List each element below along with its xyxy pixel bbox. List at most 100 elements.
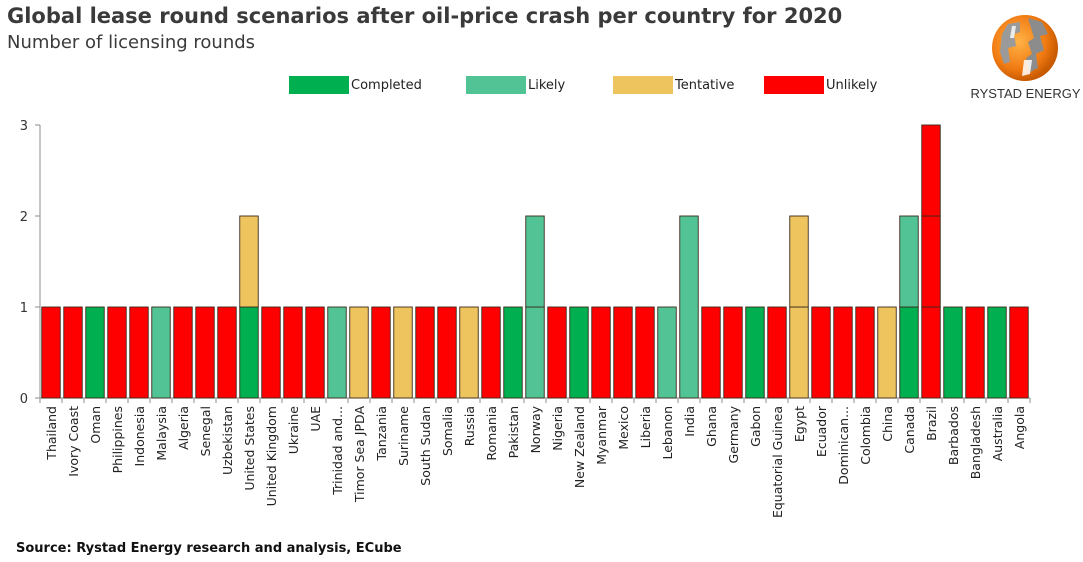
legend-swatch-unlikely [764, 76, 824, 94]
bar-segment-completed [569, 306, 589, 399]
bar-segment-tentative [877, 306, 897, 399]
x-category-label: Suriname [396, 406, 411, 466]
bar-segment-unlikely [921, 306, 941, 399]
bar-segment-completed [943, 306, 963, 399]
x-category-label: Trinidad and... [330, 406, 345, 496]
x-category-label: Nigeria [550, 406, 565, 451]
bar-segment-unlikely [173, 306, 193, 399]
x-category-label: Lebanon [660, 406, 675, 460]
bar-segment-unlikely [437, 306, 457, 399]
bar-segment-completed [239, 306, 259, 399]
bar-segment-unlikely [1009, 306, 1029, 399]
x-category-label: Brazil [924, 406, 939, 441]
bar-segment-likely [899, 215, 919, 308]
bar-segment-tentative [393, 306, 413, 399]
legend-label: Unlikely [826, 77, 878, 93]
bar-segment-unlikely [767, 306, 787, 399]
bar-segment-likely [525, 215, 545, 308]
bar-segment-unlikely [965, 306, 985, 399]
bar-segment-likely [657, 306, 677, 399]
legend-label: Completed [351, 77, 422, 93]
bar-segment-unlikely [415, 306, 435, 399]
x-category-label: Angola [1012, 406, 1027, 449]
x-category-label: New Zealand [572, 406, 587, 488]
legend-item-likely: Likely [466, 75, 565, 95]
bar-segment-unlikely [833, 306, 853, 399]
legend-swatch-likely [466, 76, 526, 94]
x-category-label: Egypt [792, 406, 807, 442]
bar-segment-tentative [459, 306, 479, 399]
bar-segment-unlikely [283, 306, 303, 399]
x-category-label: UAE [308, 406, 323, 432]
bar-segment-unlikely [129, 306, 149, 399]
globe-logo-icon [992, 15, 1058, 81]
bar-segment-unlikely [107, 306, 127, 399]
bar-segment-unlikely [811, 306, 831, 399]
x-category-label: China [880, 406, 895, 442]
brand-name: RYSTAD ENERGY [970, 86, 1081, 101]
bar-segment-unlikely [195, 306, 215, 399]
x-category-label: Ivory Coast [66, 406, 81, 477]
bar-segment-unlikely [547, 306, 567, 399]
bar-segment-unlikely [701, 306, 721, 399]
x-category-label: Colombia [858, 406, 873, 465]
x-category-label: Algeria [176, 406, 191, 450]
x-category-label: Malaysia [154, 406, 169, 461]
x-category-label: Equatorial Guinea [770, 406, 785, 518]
bar-segment-unlikely [723, 306, 743, 399]
x-category-label: India [682, 406, 697, 437]
x-category-label: Oman [88, 406, 103, 444]
bar-segment-likely [525, 306, 545, 399]
x-category-label: Dominican... [836, 406, 851, 485]
bar-segment-completed [503, 306, 523, 399]
x-category-label: Gabon [748, 406, 763, 447]
legend-swatch-completed [289, 76, 349, 94]
y-tick-label: 2 [20, 210, 28, 225]
chart-subtitle: Number of licensing rounds [7, 32, 256, 53]
x-category-label: Tanzania [374, 406, 389, 461]
x-category-label: United States [242, 406, 257, 491]
x-category-label: South Sudan [418, 406, 433, 486]
x-category-label: Russia [462, 406, 477, 446]
legend-label: Tentative [675, 77, 735, 93]
bar-segment-unlikely [305, 306, 325, 399]
x-category-label: Ghana [704, 406, 719, 447]
x-category-label: Pakistan [506, 406, 521, 458]
x-category-label: Somalia [440, 406, 455, 456]
bar-segment-completed [85, 306, 105, 399]
bar-segment-likely [327, 306, 347, 399]
bar-segment-unlikely [591, 306, 611, 399]
bar-segment-unlikely [261, 306, 281, 399]
x-category-label: Philippines [110, 406, 125, 473]
source-note: Source: Rystad Energy research and analy… [16, 541, 402, 556]
bar-segment-unlikely [613, 306, 633, 399]
x-category-label: Uzbekistan [220, 406, 235, 475]
x-category-label: Indonesia [132, 406, 147, 466]
legend-item-tentative: Tentative [613, 75, 734, 95]
bar-segment-unlikely [63, 306, 83, 399]
x-category-label: Timor Sea JPDA [352, 406, 367, 504]
x-category-label: Senegal [198, 406, 213, 456]
bar-segment-tentative [789, 215, 809, 308]
bar-segment-completed [745, 306, 765, 399]
bar-segment-unlikely [855, 306, 875, 399]
x-category-label: Mexico [616, 406, 631, 450]
legend-swatch-tentative [613, 76, 673, 94]
bar-segment-unlikely [371, 306, 391, 399]
bar-segment-unlikely [635, 306, 655, 399]
legend-label: Likely [528, 77, 566, 93]
x-category-label: Bangladesh [968, 406, 983, 479]
x-category-label: Barbados [946, 406, 961, 465]
bar-segment-tentative [349, 306, 369, 399]
x-category-label: Liberia [638, 406, 653, 448]
bar-segment-tentative [239, 215, 259, 308]
x-category-label: Norway [528, 405, 543, 453]
chart-title: Global lease round scenarios after oil-p… [7, 4, 843, 28]
legend-item-completed: Completed [289, 75, 422, 95]
x-category-label: Canada [902, 406, 917, 454]
y-tick-label: 3 [20, 119, 28, 134]
x-category-label: Thailand [44, 406, 59, 461]
bar-segment-unlikely [41, 306, 61, 399]
x-category-label: United Kingdom [264, 406, 279, 506]
